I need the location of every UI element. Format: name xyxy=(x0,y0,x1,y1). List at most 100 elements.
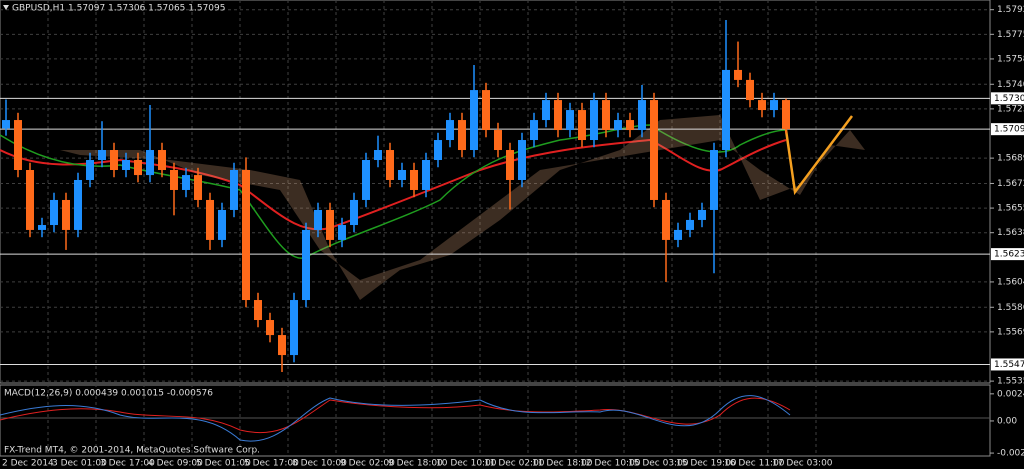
candle-body xyxy=(230,169,238,210)
level-label: 1.55470 xyxy=(994,360,1024,370)
x-tick-label: 17 Dec 03:00 xyxy=(772,459,833,469)
macd-pane xyxy=(0,384,991,457)
grid xyxy=(0,0,990,456)
candle-body xyxy=(566,110,574,131)
candle-body xyxy=(422,160,430,190)
candle-body xyxy=(590,100,598,141)
forecast-line xyxy=(784,115,853,196)
candle-body xyxy=(626,120,634,131)
candle-body xyxy=(194,175,202,200)
candle-body xyxy=(182,175,190,190)
x-tick-label: 8 Dec 10:00 xyxy=(292,459,347,469)
candle-body xyxy=(314,209,322,230)
candle-body xyxy=(602,100,610,131)
candle-body xyxy=(734,69,742,80)
candle-body xyxy=(338,225,346,240)
candle-body xyxy=(278,335,286,356)
candle-body xyxy=(290,300,298,356)
candle-body xyxy=(206,199,214,240)
macd-y-tick-label: 0.002428 xyxy=(997,389,1024,399)
y-tick-label: 1.56550 xyxy=(997,204,1024,214)
candle-body xyxy=(782,100,790,130)
level-label-box xyxy=(991,123,1024,136)
x-tick-label: 15 Dec 19:00 xyxy=(676,459,737,469)
y-tick-label: 1.57405 xyxy=(997,80,1024,90)
price-pane xyxy=(0,0,991,384)
candle-body xyxy=(446,120,454,141)
candle-body xyxy=(638,100,646,131)
candle-body xyxy=(470,90,478,151)
candle-body xyxy=(26,169,34,230)
candle-body xyxy=(170,169,178,190)
candle-body xyxy=(698,209,706,220)
candle-body xyxy=(62,199,70,230)
level-label: 1.56232 xyxy=(994,250,1024,260)
level-label-box xyxy=(991,358,1024,371)
candle-body xyxy=(110,150,118,170)
candle-body xyxy=(482,90,490,131)
x-tick-label: 16 Dec 11:00 xyxy=(724,459,785,469)
candle-body xyxy=(2,120,10,129)
y-tick-label: 1.56720 xyxy=(997,179,1024,189)
candle-body xyxy=(86,160,94,180)
x-tick-label: 15 Dec 03:00 xyxy=(628,459,689,469)
candle-body xyxy=(710,150,718,210)
candle-body xyxy=(758,100,766,111)
y-tick-label: 1.56380 xyxy=(997,228,1024,238)
candles xyxy=(2,19,790,372)
candle-body xyxy=(14,120,22,170)
x-tick-label: 9 Dec 18:00 xyxy=(388,459,443,469)
candle-body xyxy=(674,229,682,240)
x-tick-label: 3 Dec 01:00 xyxy=(52,459,107,469)
candle-body xyxy=(254,300,262,321)
candle-body xyxy=(386,150,394,180)
y-tick-label: 1.57580 xyxy=(997,54,1024,64)
x-tick-label: 5 Dec 01:00 xyxy=(196,459,251,469)
level-label-box xyxy=(991,248,1024,261)
candle-body xyxy=(746,79,754,101)
x-tick-label: 10 Dec 10:00 xyxy=(436,459,497,469)
candle-body xyxy=(410,169,418,190)
candle-body xyxy=(434,140,442,161)
candle-body xyxy=(122,160,130,170)
candle-body xyxy=(218,209,226,240)
candle-body xyxy=(542,100,550,121)
candle-body xyxy=(650,100,658,200)
macd-signal xyxy=(0,397,791,434)
y-tick-label: 1.56040 xyxy=(997,277,1024,287)
y-tick-label: 1.55865 xyxy=(997,303,1024,313)
candle-body xyxy=(302,229,310,301)
candle-body xyxy=(458,120,466,151)
candle-body xyxy=(530,120,538,141)
candle-body xyxy=(362,160,370,200)
footer: FX-Trend MT4, © 2001-2014, MetaQuotes So… xyxy=(4,446,260,456)
y-tick-label: 1.57750 xyxy=(997,30,1024,40)
candle-body xyxy=(134,160,142,176)
title-arrow xyxy=(3,5,9,10)
levels: 1.57308 1.57095 1.56232 1.55470 xyxy=(0,92,1024,371)
candle-body xyxy=(98,150,106,161)
macd-title: MACD(12,26,9) 0.000439 0.001015 -0.00057… xyxy=(4,389,213,399)
candle-body xyxy=(326,209,334,240)
chart-title: GBPUSD,H1 1.57097 1.57306 1.57065 1.5709… xyxy=(12,4,225,14)
x-tick-label: 9 Dec 02:00 xyxy=(340,459,395,469)
candle-body xyxy=(158,150,166,170)
x-tick-label: 4 Dec 09:00 xyxy=(148,459,203,469)
candle-body xyxy=(506,150,514,180)
x-tick-label: 11 Dec 18:00 xyxy=(532,459,593,469)
y-tick-label: 1.57235 xyxy=(997,104,1024,114)
x-tick-label: 11 Dec 02:00 xyxy=(484,459,545,469)
candle-body xyxy=(722,69,730,151)
candle-body xyxy=(578,110,586,141)
y-tick-label: 1.56895 xyxy=(997,154,1024,164)
x-tick-label: 3 Dec 17:00 xyxy=(100,459,155,469)
candle-body xyxy=(50,199,58,226)
y-tick-label: 1.55695 xyxy=(997,327,1024,337)
candle-body xyxy=(518,140,526,180)
x-tick-label: 2 Dec 2014 xyxy=(2,459,54,469)
candle-body xyxy=(770,100,778,111)
candle-body xyxy=(494,130,502,151)
candle-body xyxy=(38,225,46,230)
macd-y-tick-label: -0.002877 xyxy=(997,449,1024,459)
candle-body xyxy=(242,169,250,301)
